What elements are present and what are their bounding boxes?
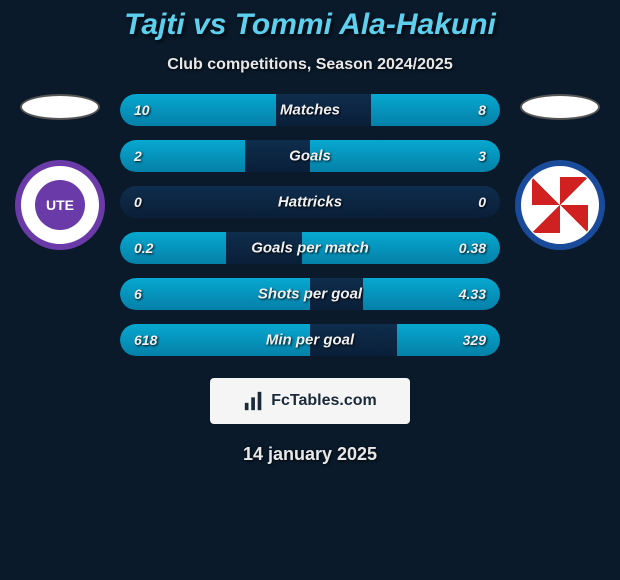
stat-label: Min per goal [266,332,354,349]
left-team-col: UTE [10,94,110,250]
chart-bars-icon [243,390,265,412]
right-team-col [510,94,610,250]
stat-label: Hattricks [278,194,342,211]
stat-value-left: 6 [134,286,142,302]
stat-label: Shots per goal [258,286,362,303]
stat-bar: 618 329 Min per goal [120,324,500,356]
stat-label: Goals [289,148,331,165]
subtitle: Club competitions, Season 2024/2025 [167,56,452,74]
comparison-card: Tajti vs Tommi Ala-Hakuni Club competiti… [0,0,620,580]
stat-value-left: 618 [134,332,157,348]
stat-value-right: 0 [478,194,486,210]
right-crest-icon [515,160,605,250]
left-crest-text: UTE [35,180,85,230]
brand-badge[interactable]: FcTables.com [210,378,410,424]
stat-bar: 2 3 Goals [120,140,500,172]
brand-text: FcTables.com [271,392,377,410]
stat-bar-right-fill [310,140,500,172]
stats-column: 10 8 Matches 2 3 Goals 0 0 Hattricks 0.2 0.38 Goals… [110,94,510,356]
stat-label: Matches [280,102,340,119]
stat-value-left: 0.2 [134,240,153,256]
stat-bar: 10 8 Matches [120,94,500,126]
stat-value-left: 10 [134,102,150,118]
stat-value-right: 4.33 [459,286,486,302]
date-line: 14 january 2025 [243,444,377,465]
stat-value-left: 0 [134,194,142,210]
left-flag-icon [20,94,100,120]
stat-value-left: 2 [134,148,142,164]
stat-value-right: 3 [478,148,486,164]
right-flag-icon [520,94,600,120]
main-row: UTE 10 8 Matches 2 3 Goals 0 0 Hattricks 0.2 0.38 G… [0,94,620,356]
stat-bar: 0 0 Hattricks [120,186,500,218]
stat-value-right: 8 [478,102,486,118]
left-crest-icon: UTE [15,160,105,250]
stat-bar: 6 4.33 Shots per goal [120,278,500,310]
stat-value-right: 0.38 [459,240,486,256]
stat-bar: 0.2 0.38 Goals per match [120,232,500,264]
stat-label: Goals per match [251,240,369,257]
page-title: Tajti vs Tommi Ala-Hakuni [124,8,496,42]
stat-value-right: 329 [463,332,486,348]
